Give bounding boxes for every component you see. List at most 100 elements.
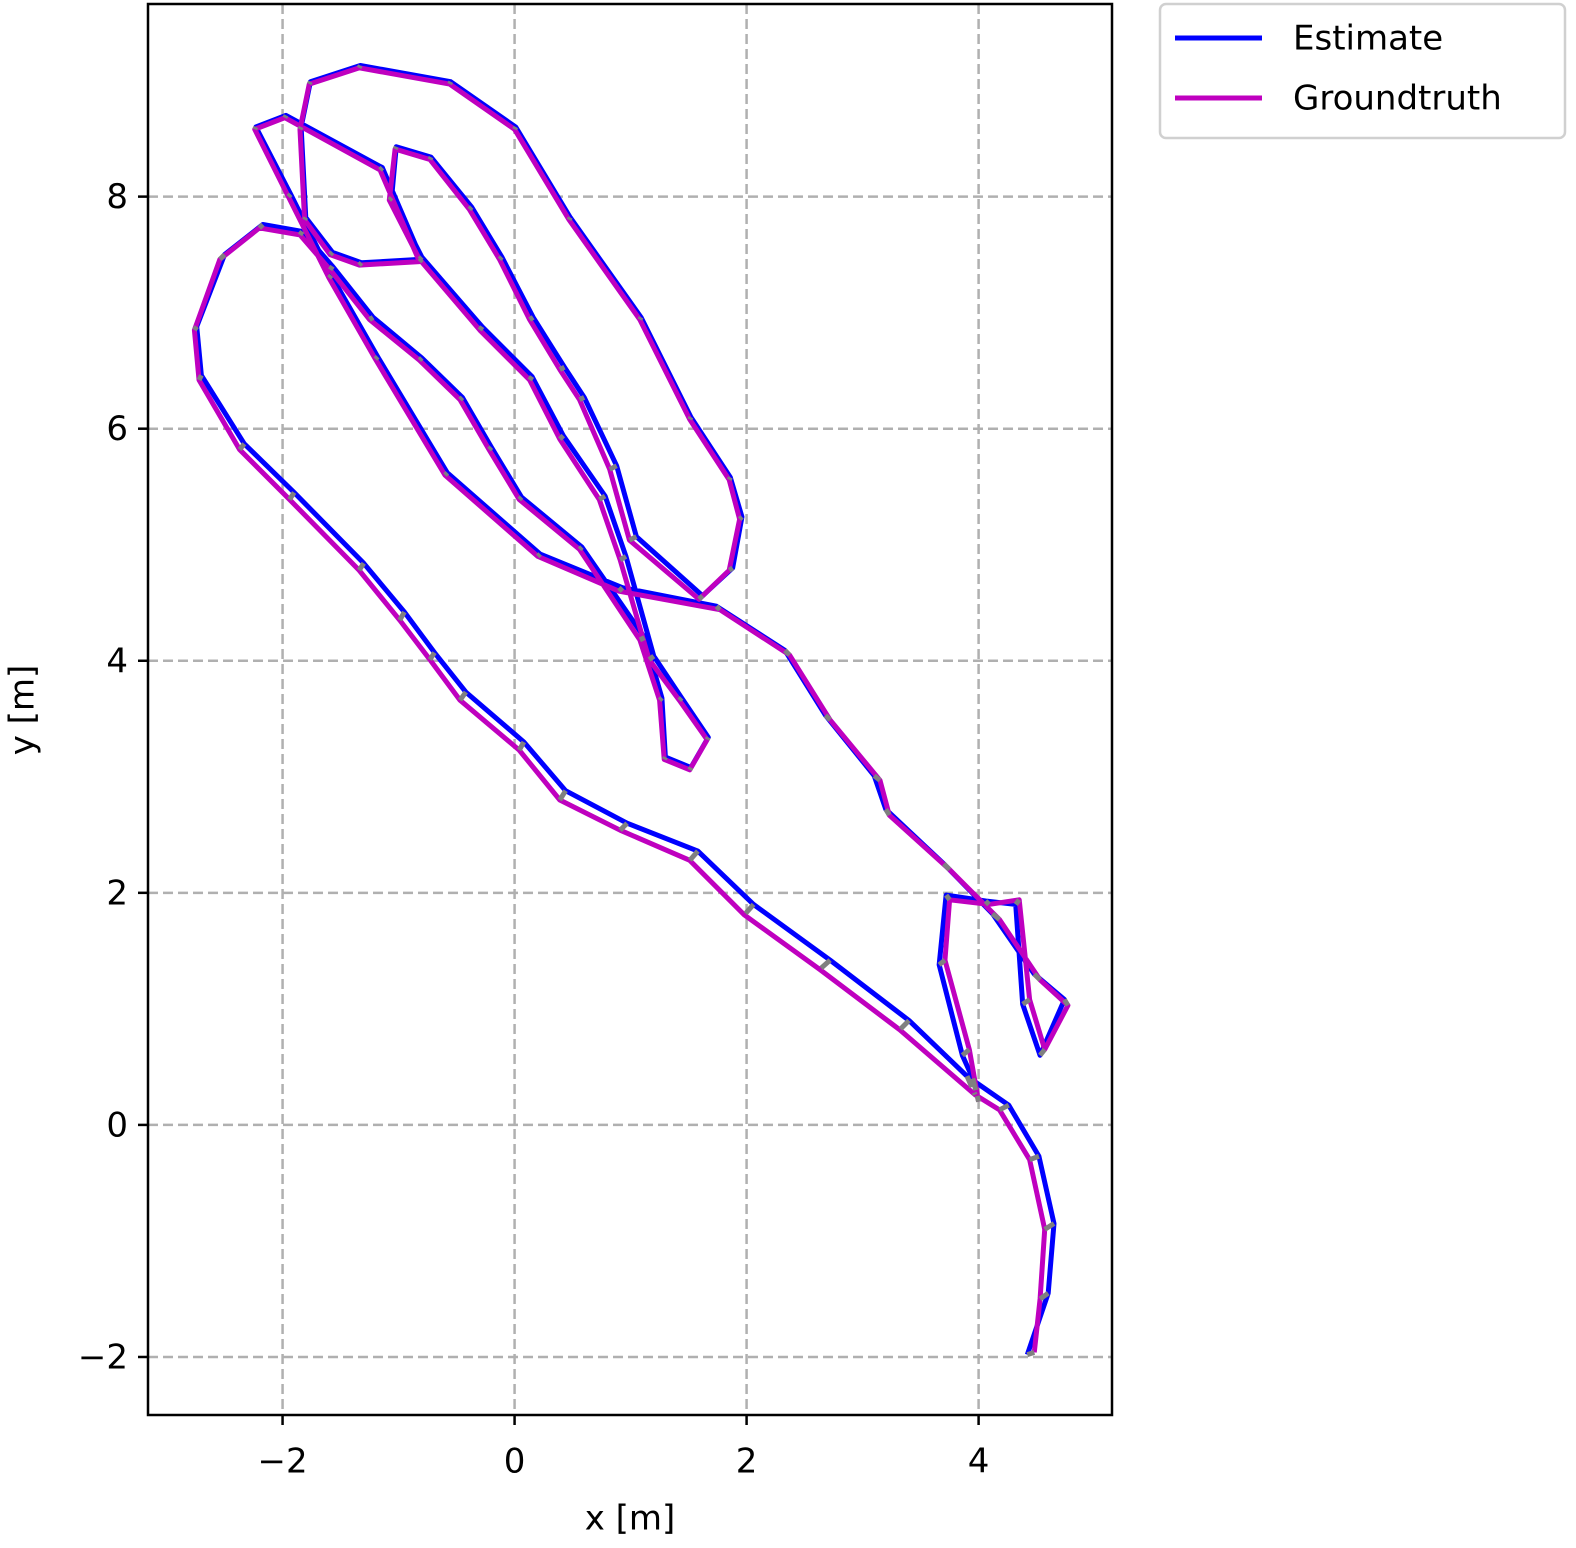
error-connector — [302, 216, 309, 221]
error-connector — [742, 902, 756, 917]
x-axis-label: x [m] — [585, 1499, 676, 1539]
error-connector — [677, 696, 684, 702]
error-connector — [661, 755, 668, 761]
error-connector — [477, 325, 485, 332]
y-tick-label: 4 — [106, 641, 128, 681]
error-connector — [608, 463, 618, 472]
error-connector — [458, 395, 465, 402]
error-connector — [704, 736, 711, 741]
error-connector — [714, 604, 722, 612]
plot-frame — [146, 2, 1114, 1417]
x-tick-label: 4 — [968, 1442, 990, 1482]
error-connector — [392, 145, 399, 151]
error-connector — [983, 899, 991, 907]
error-connector — [617, 585, 625, 593]
error-connector — [558, 433, 566, 441]
error-connector — [597, 493, 607, 502]
error-connector — [257, 222, 265, 230]
error-connector — [727, 565, 735, 573]
error-connector — [558, 364, 566, 372]
error-connector — [282, 114, 289, 119]
error-connector — [517, 495, 524, 502]
error-connector — [566, 216, 573, 221]
error-connector — [657, 696, 664, 702]
error-connector — [497, 255, 504, 262]
error-connector — [960, 1047, 971, 1058]
error-connector — [998, 1102, 1010, 1113]
error-connector — [467, 205, 474, 212]
error-connector — [368, 315, 375, 322]
error-connector — [286, 192, 293, 199]
error-connector — [1038, 1047, 1047, 1057]
error-connector — [307, 80, 313, 86]
error-connector — [387, 196, 394, 202]
y-tick-label: 2 — [106, 873, 128, 913]
legend-label: Groundtruth — [1293, 79, 1502, 119]
error-connector — [218, 252, 227, 262]
error-connector — [327, 273, 334, 280]
error-connector — [1026, 1349, 1036, 1358]
error-connector — [1021, 997, 1032, 1007]
error-connector — [1062, 998, 1071, 1007]
error-connector — [557, 789, 568, 802]
error-connector — [517, 740, 527, 752]
y-tick-label: 6 — [106, 409, 128, 449]
error-connector — [942, 862, 952, 872]
error-connector — [237, 442, 247, 452]
error-connector — [357, 561, 366, 572]
error-connector — [427, 651, 437, 661]
error-connector — [818, 958, 832, 972]
error-connector — [192, 325, 199, 332]
error-connector — [937, 958, 947, 967]
error-connector — [536, 552, 542, 559]
trajectory-line — [191, 65, 1071, 1353]
y-tick-label: −2 — [78, 1337, 128, 1377]
error-connector — [527, 375, 535, 382]
error-connector — [883, 808, 892, 817]
error-connector — [447, 80, 454, 86]
error-connector — [458, 690, 468, 702]
error-connector — [990, 911, 1002, 922]
error-connector — [628, 534, 638, 543]
error-connector — [726, 476, 733, 481]
error-connector — [637, 316, 644, 321]
trajectory-line — [194, 62, 1067, 1356]
y-axis-label: y [m] — [3, 665, 43, 756]
error-connector — [618, 554, 628, 562]
error-connector — [687, 849, 700, 862]
error-connector — [297, 125, 304, 131]
error-connector — [638, 635, 646, 643]
error-connector — [697, 594, 705, 602]
error-connector — [823, 713, 832, 722]
error-connector — [397, 610, 407, 622]
y-tick-label: 8 — [106, 177, 128, 217]
error-connector — [944, 893, 952, 902]
error-connector — [1038, 1291, 1050, 1301]
error-connector — [1032, 972, 1042, 982]
error-connector — [618, 821, 629, 832]
error-connector — [577, 545, 584, 552]
error-connector — [328, 250, 335, 257]
y-tick-label: 0 — [106, 1105, 128, 1145]
error-connector — [964, 1075, 978, 1096]
error-connector — [417, 356, 424, 362]
error-connector — [328, 264, 335, 272]
legend-label: Estimate — [1293, 19, 1443, 59]
error-connector — [373, 354, 380, 361]
error-connector — [252, 125, 259, 131]
error-connector — [378, 165, 385, 172]
x-tick-label: 0 — [504, 1442, 526, 1482]
error-connector — [1028, 1153, 1040, 1163]
error-connector — [1013, 898, 1022, 906]
error-connector — [417, 257, 424, 264]
error-connector — [427, 156, 434, 161]
error-connector — [1043, 1221, 1056, 1232]
error-connector — [356, 64, 363, 69]
error-connector — [897, 1018, 911, 1032]
error-connector — [970, 1077, 982, 1103]
error-connector — [196, 374, 204, 382]
error-connector — [287, 491, 297, 501]
error-connector — [737, 515, 744, 521]
error-connector — [872, 773, 882, 783]
error-connector — [512, 125, 518, 131]
